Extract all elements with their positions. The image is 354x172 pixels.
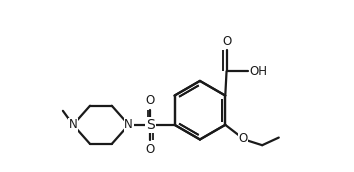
Text: O: O <box>146 94 155 107</box>
Text: O: O <box>222 35 231 48</box>
Text: OH: OH <box>250 65 268 78</box>
Text: O: O <box>146 143 155 156</box>
Text: N: N <box>124 118 133 131</box>
Text: N: N <box>69 118 78 131</box>
Text: O: O <box>239 132 248 145</box>
Text: S: S <box>146 118 155 132</box>
